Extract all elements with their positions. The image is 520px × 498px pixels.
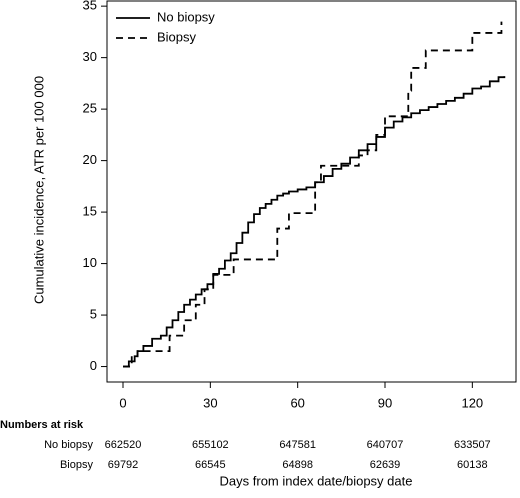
x-tick-label: 90: [378, 395, 392, 410]
risk-row-label: Biopsy: [60, 459, 94, 471]
x-tick-label: 120: [461, 395, 483, 410]
y-tick-label: 35: [83, 0, 97, 13]
risk-value: 69792: [108, 459, 139, 471]
risk-value: 640707: [367, 439, 404, 451]
y-tick-label: 25: [83, 101, 97, 116]
y-axis-label: Cumulative incidence, ATR per 100 000: [31, 76, 46, 304]
x-tick-label: 30: [203, 395, 217, 410]
risk-value: 66545: [195, 459, 226, 471]
y-tick-label: 30: [83, 49, 97, 64]
step-line: [123, 76, 506, 368]
legend-label: No biopsy: [157, 9, 215, 24]
x-axis-label: Days from index date/biopsy date: [220, 473, 413, 488]
risk-value: 62639: [370, 459, 401, 471]
y-tick-label: 15: [83, 204, 97, 219]
y-tick-label: 20: [83, 152, 97, 167]
y-tick-label: 10: [83, 255, 97, 270]
y-tick-label: 0: [90, 358, 97, 373]
plot-frame: [106, 0, 517, 383]
risk-value: 655102: [192, 439, 229, 451]
risk-row-label: No biopsy: [44, 439, 93, 451]
risk-value: 647581: [279, 439, 316, 451]
risk-value: 633507: [454, 439, 491, 451]
risk-table-title: Numbers at risk: [0, 419, 84, 431]
x-tick-label: 0: [119, 395, 126, 410]
y-tick-label: 5: [90, 307, 97, 322]
risk-value: 64898: [282, 459, 313, 471]
risk-value: 662520: [105, 439, 142, 451]
risk-value: 60138: [457, 459, 488, 471]
x-tick-label: 60: [290, 395, 304, 410]
step-line: [123, 21, 503, 368]
legend-label: Biopsy: [157, 29, 197, 44]
